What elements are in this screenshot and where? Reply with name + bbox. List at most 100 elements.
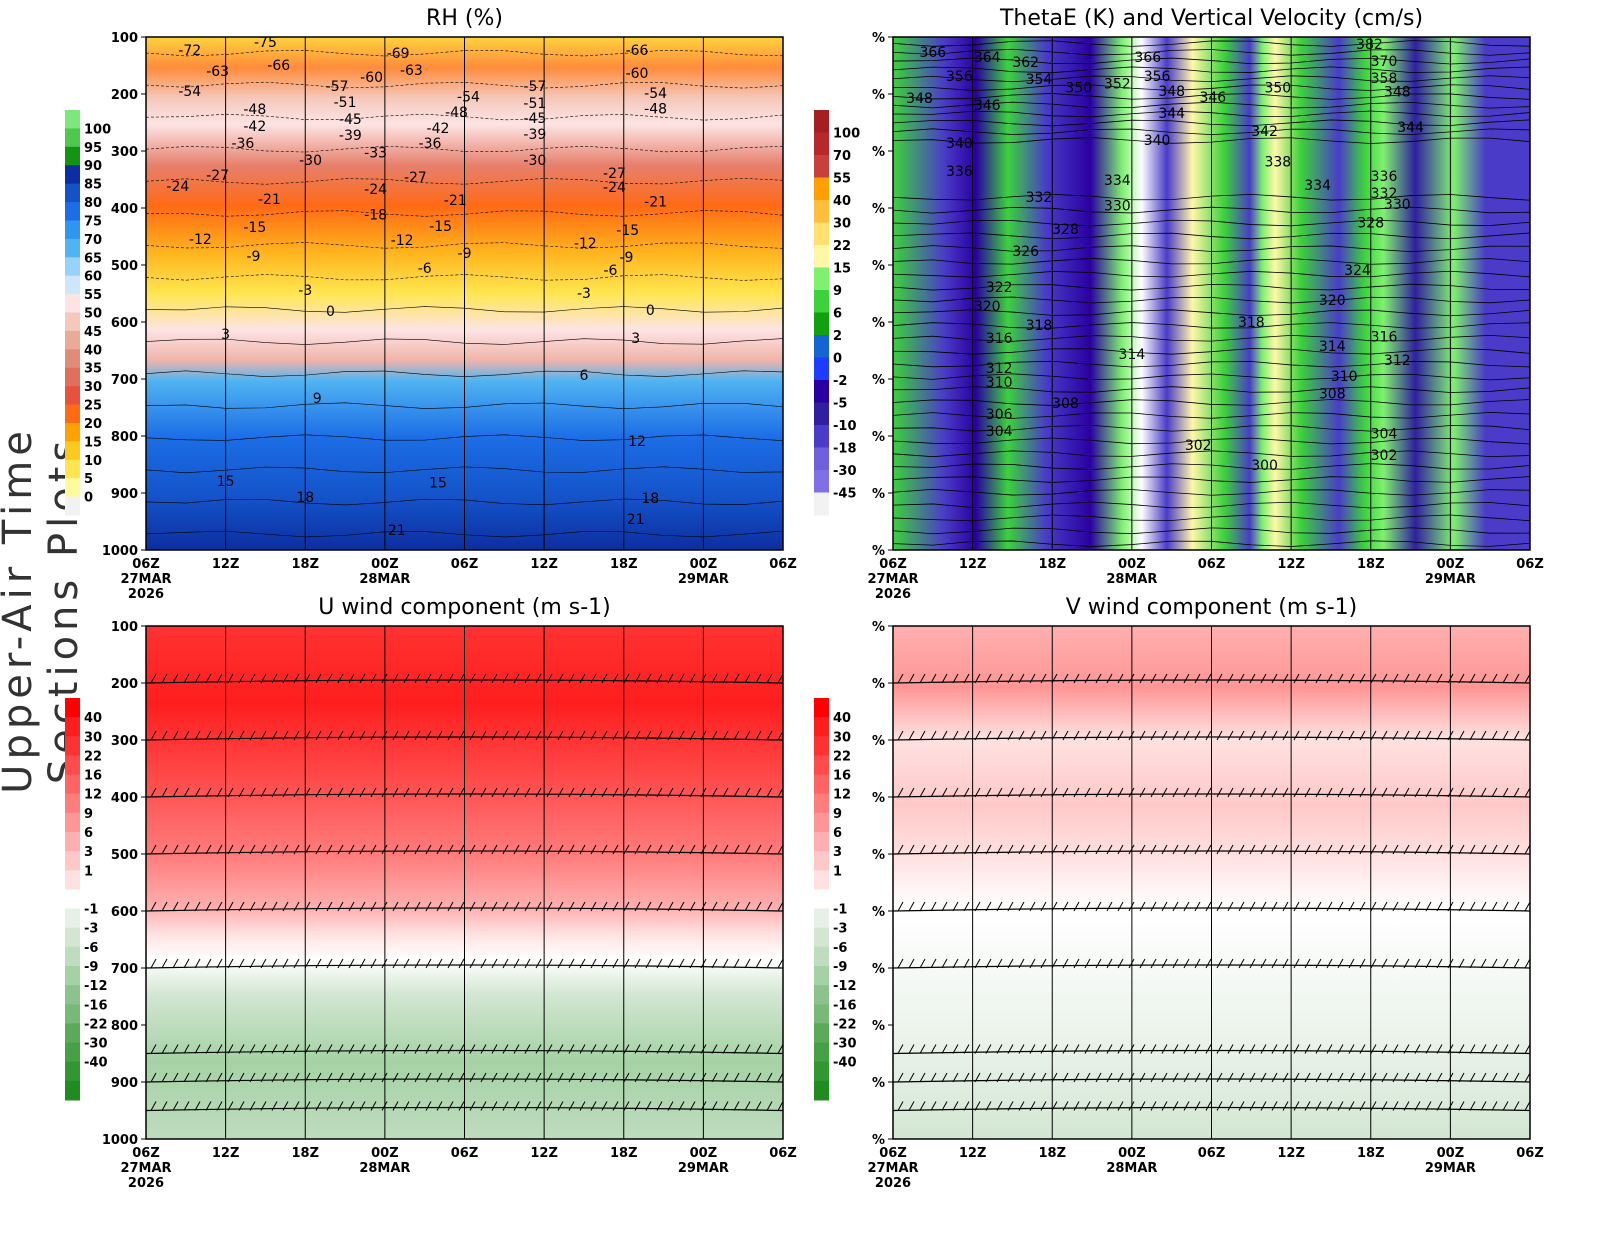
wind-barb: [425, 673, 432, 684]
wind-barb: [1414, 673, 1421, 684]
wind-barb: [722, 901, 729, 912]
wind-barb: [1007, 730, 1014, 741]
wind-barb: [1007, 901, 1014, 912]
contour-label: -9: [619, 250, 633, 266]
pressure-tick-label: %: [872, 1076, 885, 1091]
wind-barb: [447, 1044, 454, 1054]
wind-barb: [667, 730, 674, 741]
wind-barb: [1524, 844, 1531, 855]
wind-barb: [546, 787, 553, 798]
wind-barb: [1315, 787, 1322, 798]
contour-line: [145, 49, 784, 57]
wind-barb: [227, 844, 234, 855]
wind-barb: [590, 1072, 597, 1083]
wind-barb: [897, 901, 904, 912]
wind-barb: [282, 1101, 289, 1111]
contour-label: 314: [1319, 339, 1346, 355]
wind-barb: [1414, 844, 1421, 855]
wind-barb: [1029, 1044, 1036, 1054]
wind-barb: [326, 1072, 333, 1083]
wind-barb: [359, 1101, 366, 1111]
wind-barb: [623, 787, 630, 798]
contour-line: [145, 145, 784, 153]
time-tick-label: 18Z: [610, 557, 638, 572]
colorbar-label: 9: [833, 807, 842, 822]
wind-barb: [1161, 730, 1168, 741]
wind-barb: [1513, 787, 1520, 798]
wind-barb: [766, 958, 773, 969]
wind-barb: [645, 844, 652, 855]
wind-barb: [1326, 958, 1333, 969]
wind-barb: [1150, 901, 1157, 912]
wind-barb: [1007, 673, 1014, 684]
wind-barb: [996, 1072, 1003, 1083]
wind-barb: [150, 1044, 157, 1054]
wind-barb: [161, 787, 168, 798]
colorbar-swatch: [65, 349, 80, 369]
wind-barb: [1293, 901, 1300, 912]
wind-barb: [557, 844, 564, 855]
pressure-tick-label: 900: [111, 1076, 138, 1091]
wind-barb: [930, 1101, 937, 1111]
wind-barb: [1293, 844, 1300, 855]
wind-barb: [952, 901, 959, 912]
wind-barb: [908, 958, 915, 969]
wind-barb: [458, 1044, 465, 1054]
wind-barb: [260, 730, 267, 741]
wind-barb: [1491, 1072, 1498, 1083]
wind-barb: [1502, 1044, 1509, 1054]
wind-barb: [1205, 958, 1212, 969]
wind-barb: [1040, 901, 1047, 912]
wind-barb: [1359, 787, 1366, 798]
wind-barb: [1062, 730, 1069, 741]
wind-barb: [766, 1044, 773, 1054]
wind-barb: [1458, 958, 1465, 969]
colorbar-swatch: [814, 927, 829, 948]
wind-barb: [205, 787, 212, 798]
wind-barb: [172, 730, 179, 741]
wind-barb: [1249, 787, 1256, 798]
wind-barb: [425, 958, 432, 969]
wind-barb: [205, 958, 212, 969]
wind-barb: [480, 901, 487, 912]
wind-barb: [1216, 673, 1223, 684]
wind-barb: [1436, 1072, 1443, 1083]
wind-barb: [524, 1072, 531, 1083]
wind-barb: [1491, 958, 1498, 969]
wind-barb: [1084, 673, 1091, 684]
wind-barb: [963, 787, 970, 798]
wind-barb: [1326, 844, 1333, 855]
colorbar-label: -30: [84, 1037, 108, 1052]
wind-barb: [238, 730, 245, 741]
wind-barb: [1271, 901, 1278, 912]
wind-barb: [1403, 1101, 1410, 1111]
wind-barb: [1348, 1101, 1355, 1111]
wind-barb: [392, 1044, 399, 1054]
wind-barb: [908, 1044, 915, 1054]
wind-barb: [1260, 958, 1267, 969]
contour-label: 346: [1199, 90, 1226, 106]
contour-label: -12: [189, 232, 212, 248]
wind-barb: [1216, 1044, 1223, 1054]
wind-barb: [315, 730, 322, 741]
contour-label: 308: [1319, 386, 1346, 402]
wind-barb: [1392, 787, 1399, 798]
colorbar-label: 6: [833, 826, 842, 841]
wind-barb: [260, 901, 267, 912]
wind-barb: [733, 958, 740, 969]
wind-barb: [1370, 844, 1377, 855]
wind-barb: [1326, 901, 1333, 912]
pressure-tick-label: %: [872, 430, 885, 445]
colorbar-label: -12: [833, 979, 857, 994]
colorbar-swatch: [814, 425, 829, 448]
wind-barb: [535, 730, 542, 741]
colorbar-label: 6: [84, 826, 93, 841]
wind-barb: [1106, 958, 1113, 969]
wind-barb: [491, 1072, 498, 1083]
wind-barb: [590, 730, 597, 741]
wind-barb: [1194, 958, 1201, 969]
wind-barb: [436, 730, 443, 741]
wind-barb: [897, 787, 904, 798]
date-label: 28MAR: [359, 1161, 410, 1176]
time-tick-label: 00Z: [371, 1146, 399, 1161]
